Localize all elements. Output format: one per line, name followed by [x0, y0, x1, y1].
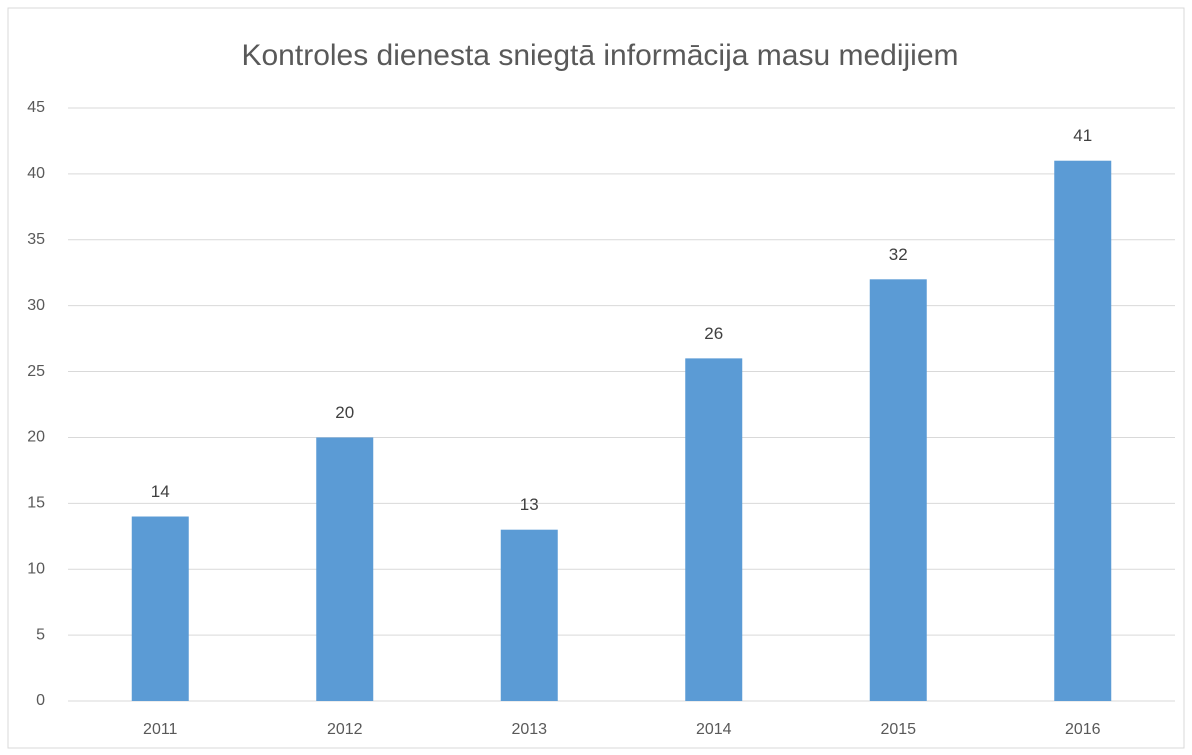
x-tick-label: 2015 — [880, 721, 916, 738]
y-tick-label: 30 — [27, 297, 45, 314]
y-tick-label: 45 — [27, 99, 45, 116]
y-tick-label: 15 — [27, 495, 45, 512]
y-tick-label: 10 — [27, 560, 45, 577]
data-label: 20 — [335, 403, 354, 422]
x-tick-label: 2014 — [696, 721, 732, 738]
bar — [869, 279, 927, 701]
y-tick-label: 40 — [27, 165, 45, 182]
y-tick-label: 25 — [27, 363, 45, 380]
chart-border — [7, 7, 1185, 749]
data-label: 14 — [151, 482, 170, 501]
bar — [131, 516, 189, 701]
data-label: 26 — [704, 324, 723, 343]
bar — [1054, 160, 1112, 701]
x-tick-label: 2011 — [143, 721, 178, 738]
data-label: 32 — [889, 245, 908, 264]
bar — [500, 529, 558, 701]
y-tick-label: 5 — [36, 626, 45, 643]
data-label: 13 — [520, 495, 539, 514]
x-tick-label: 2016 — [1065, 721, 1101, 738]
bar — [685, 358, 743, 701]
y-tick-label: 35 — [27, 231, 45, 248]
y-tick-label: 0 — [36, 692, 45, 709]
y-tick-label: 20 — [27, 429, 45, 446]
data-label: 41 — [1073, 126, 1092, 145]
bar — [316, 437, 374, 701]
chart-title: Kontroles dienesta sniegtā informācija m… — [241, 39, 958, 72]
x-tick-label: 2013 — [511, 721, 547, 738]
x-tick-label: 2012 — [327, 721, 363, 738]
